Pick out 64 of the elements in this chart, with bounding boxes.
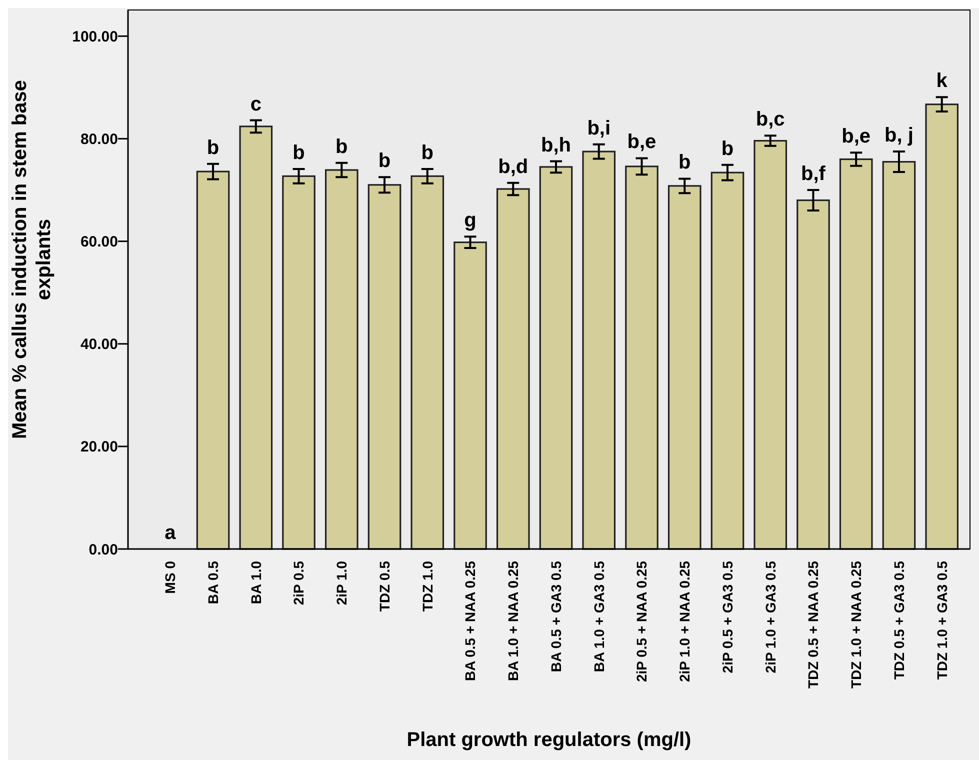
- x-tick-label: MS 0: [162, 560, 178, 594]
- annotation: b: [678, 152, 691, 174]
- bar: [925, 104, 959, 550]
- bar: [796, 199, 830, 550]
- annotation: b: [378, 150, 391, 172]
- x-tick-label: BA 0.5: [204, 560, 221, 604]
- annotation: k: [936, 70, 948, 92]
- annotation: b,e: [627, 131, 656, 154]
- x-tick-label: 2iP 0.5: [290, 560, 307, 606]
- x-tick-label: 2iP 0.5 + NAA 0.25: [634, 560, 650, 682]
- bar: [196, 170, 230, 550]
- annotation: b: [206, 136, 220, 159]
- annotation: g: [464, 210, 476, 232]
- bar: [710, 172, 744, 550]
- bar: [368, 184, 402, 550]
- x-tick-label: 2iP 1.0: [334, 560, 350, 606]
- y-tick-label: 20.00: [80, 438, 118, 456]
- x-tick-label: TDZ 0.5 + NAA 0.25: [805, 560, 822, 688]
- y-tick-label: 40.00: [80, 336, 118, 354]
- bar: [496, 188, 530, 550]
- y-axis-title: Mean % callus induction in stem base explants: [9, 80, 55, 439]
- bar: [324, 169, 358, 550]
- annotation: a: [164, 522, 177, 544]
- x-tick-label: TDZ 1.0: [419, 560, 436, 612]
- bar: [410, 175, 444, 550]
- bar: [239, 126, 273, 550]
- annotation: b,c: [756, 108, 785, 131]
- x-tick-label: 2iP 1.0 + NAA 0.25: [676, 560, 693, 682]
- x-axis-title: Plant growth regulators (mg/l): [406, 729, 692, 751]
- x-tick-label: TDZ 1.0 + NAA 0.25: [848, 560, 864, 688]
- annotation: b: [292, 142, 305, 164]
- annotation: b, j: [884, 124, 914, 147]
- x-tick-label: BA 1.0 + NAA 0.25: [505, 560, 522, 681]
- x-tick-label: 2iP 0.5 + GA3 0.5: [719, 560, 736, 674]
- bar: [625, 166, 658, 550]
- x-tick-label: BA 1.0 + GA3 0.5: [590, 560, 607, 672]
- bar: [539, 166, 573, 550]
- x-tick-label: BA 1.0: [248, 560, 264, 604]
- annotation: b: [421, 142, 434, 164]
- annotation: b,d: [498, 156, 528, 178]
- x-tick-label: TDZ 0.5 + GA3 0.5: [890, 560, 907, 680]
- bar: [582, 150, 616, 550]
- y-tick-label: 80.00: [80, 130, 118, 148]
- bar: [282, 175, 316, 550]
- bar: [668, 185, 702, 550]
- annotation: b: [721, 138, 734, 160]
- x-tick-label: BA 0.5 + GA3 0.5: [548, 560, 564, 672]
- annotation: b,f: [801, 163, 826, 186]
- annotation: b,e: [842, 126, 871, 148]
- annotation: c: [250, 93, 262, 116]
- bar: [454, 242, 487, 550]
- x-tick-label: BA 0.5 + NAA 0.25: [462, 560, 478, 681]
- x-tick-label: 2iP 1.0 + GA3 0.5: [762, 560, 778, 674]
- y-tick-label: 60.00: [80, 234, 118, 251]
- bar: [839, 158, 873, 550]
- y-tick-label: 100.00: [72, 28, 118, 46]
- x-tick-label: TDZ 0.5: [376, 560, 392, 612]
- bar: [754, 140, 788, 550]
- annotation: b: [336, 136, 348, 158]
- annotation: b,i: [587, 117, 611, 140]
- bar: [882, 161, 916, 550]
- x-tick-label: TDZ 1.0 + GA3 0.5: [934, 560, 950, 680]
- annotation: b,h: [541, 134, 571, 156]
- y-tick-label: 0.00: [88, 541, 118, 558]
